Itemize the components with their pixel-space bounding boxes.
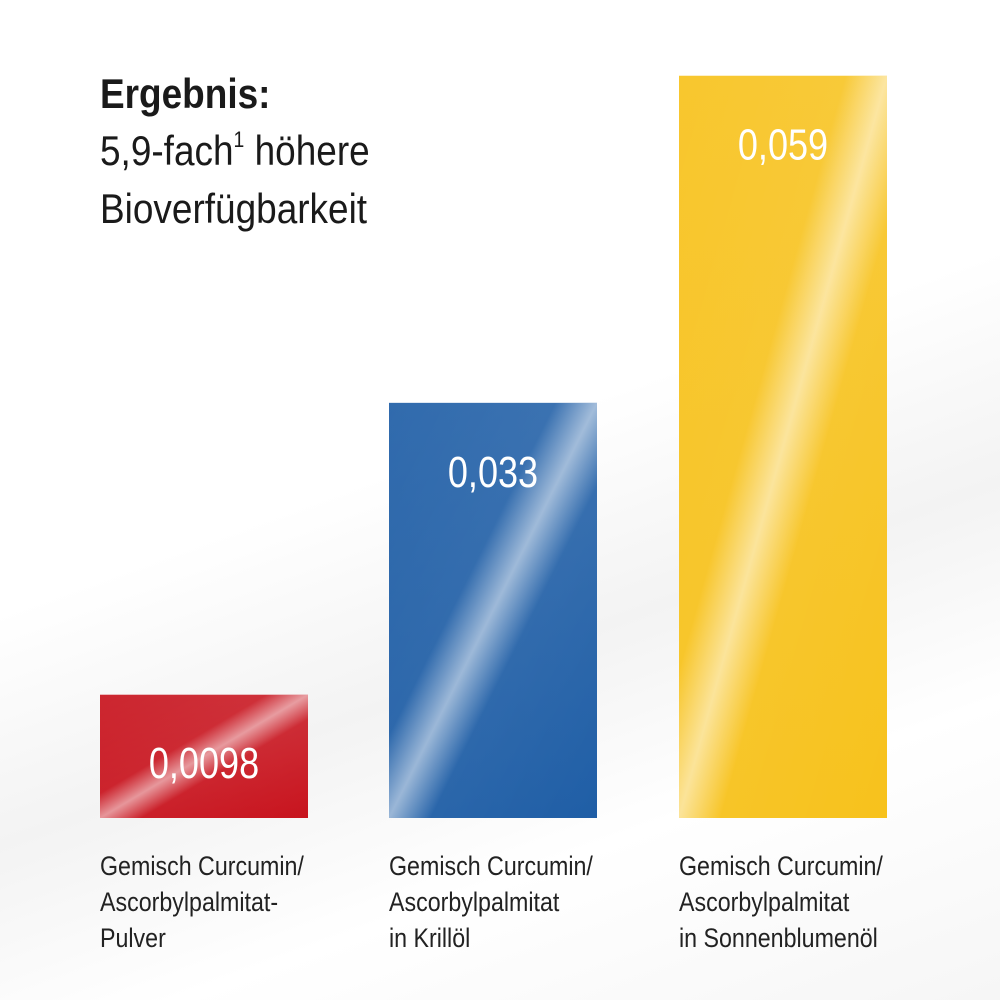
bar-1-value-label: 0,0098 (149, 739, 259, 788)
category-label-1: Gemisch Curcumin/Ascorbylpalmitat- Pulver (100, 848, 380, 956)
category-label-2-line-1: Gemisch Curcumin/ (389, 851, 593, 881)
headline-factor: 5,9-fach (100, 127, 234, 174)
category-label-2-line-2: Ascorbylpalmitat (389, 887, 560, 917)
headline-rest: höhere (244, 127, 370, 174)
headline-bold: Ergebnis: (100, 70, 271, 117)
bar-2-sheen (389, 402, 597, 818)
category-label-2-line-3: in Krillöl (389, 923, 471, 953)
bar-1-sheen (100, 694, 308, 818)
headline-line-2: Bioverfügbarkeit (100, 185, 368, 232)
footnote-marker: 1 (233, 127, 245, 152)
bar-3-value-label: 0,059 (738, 120, 828, 169)
category-label-3-line-2: Ascorbylpalmitat (679, 887, 850, 917)
bar-3-sheen (679, 75, 887, 818)
bars-group: 0,0098 0,033 0,059 (100, 75, 887, 818)
category-label-2: Gemisch Curcumin/Ascorbylpalmitat in Kril… (389, 848, 669, 956)
category-label-1-line-1: Gemisch Curcumin/ (100, 851, 304, 881)
bar-2-value-label: 0,033 (448, 447, 538, 496)
headline-line-1: 5,9-fach1 höhere (100, 122, 470, 180)
category-label-3: Gemisch Curcumin/Ascorbylpalmitat in Sonn… (679, 848, 959, 956)
category-label-1-line-2: Ascorbylpalmitat- (100, 887, 279, 917)
chart-headline: Ergebnis: 5,9-fach1 höhere Bioverfügbark… (100, 66, 520, 238)
category-label-3-line-3: in Sonnenblumenöl (679, 923, 878, 953)
category-label-1-line-3: Pulver (100, 923, 166, 953)
category-label-3-line-1: Gemisch Curcumin/ (679, 851, 883, 881)
